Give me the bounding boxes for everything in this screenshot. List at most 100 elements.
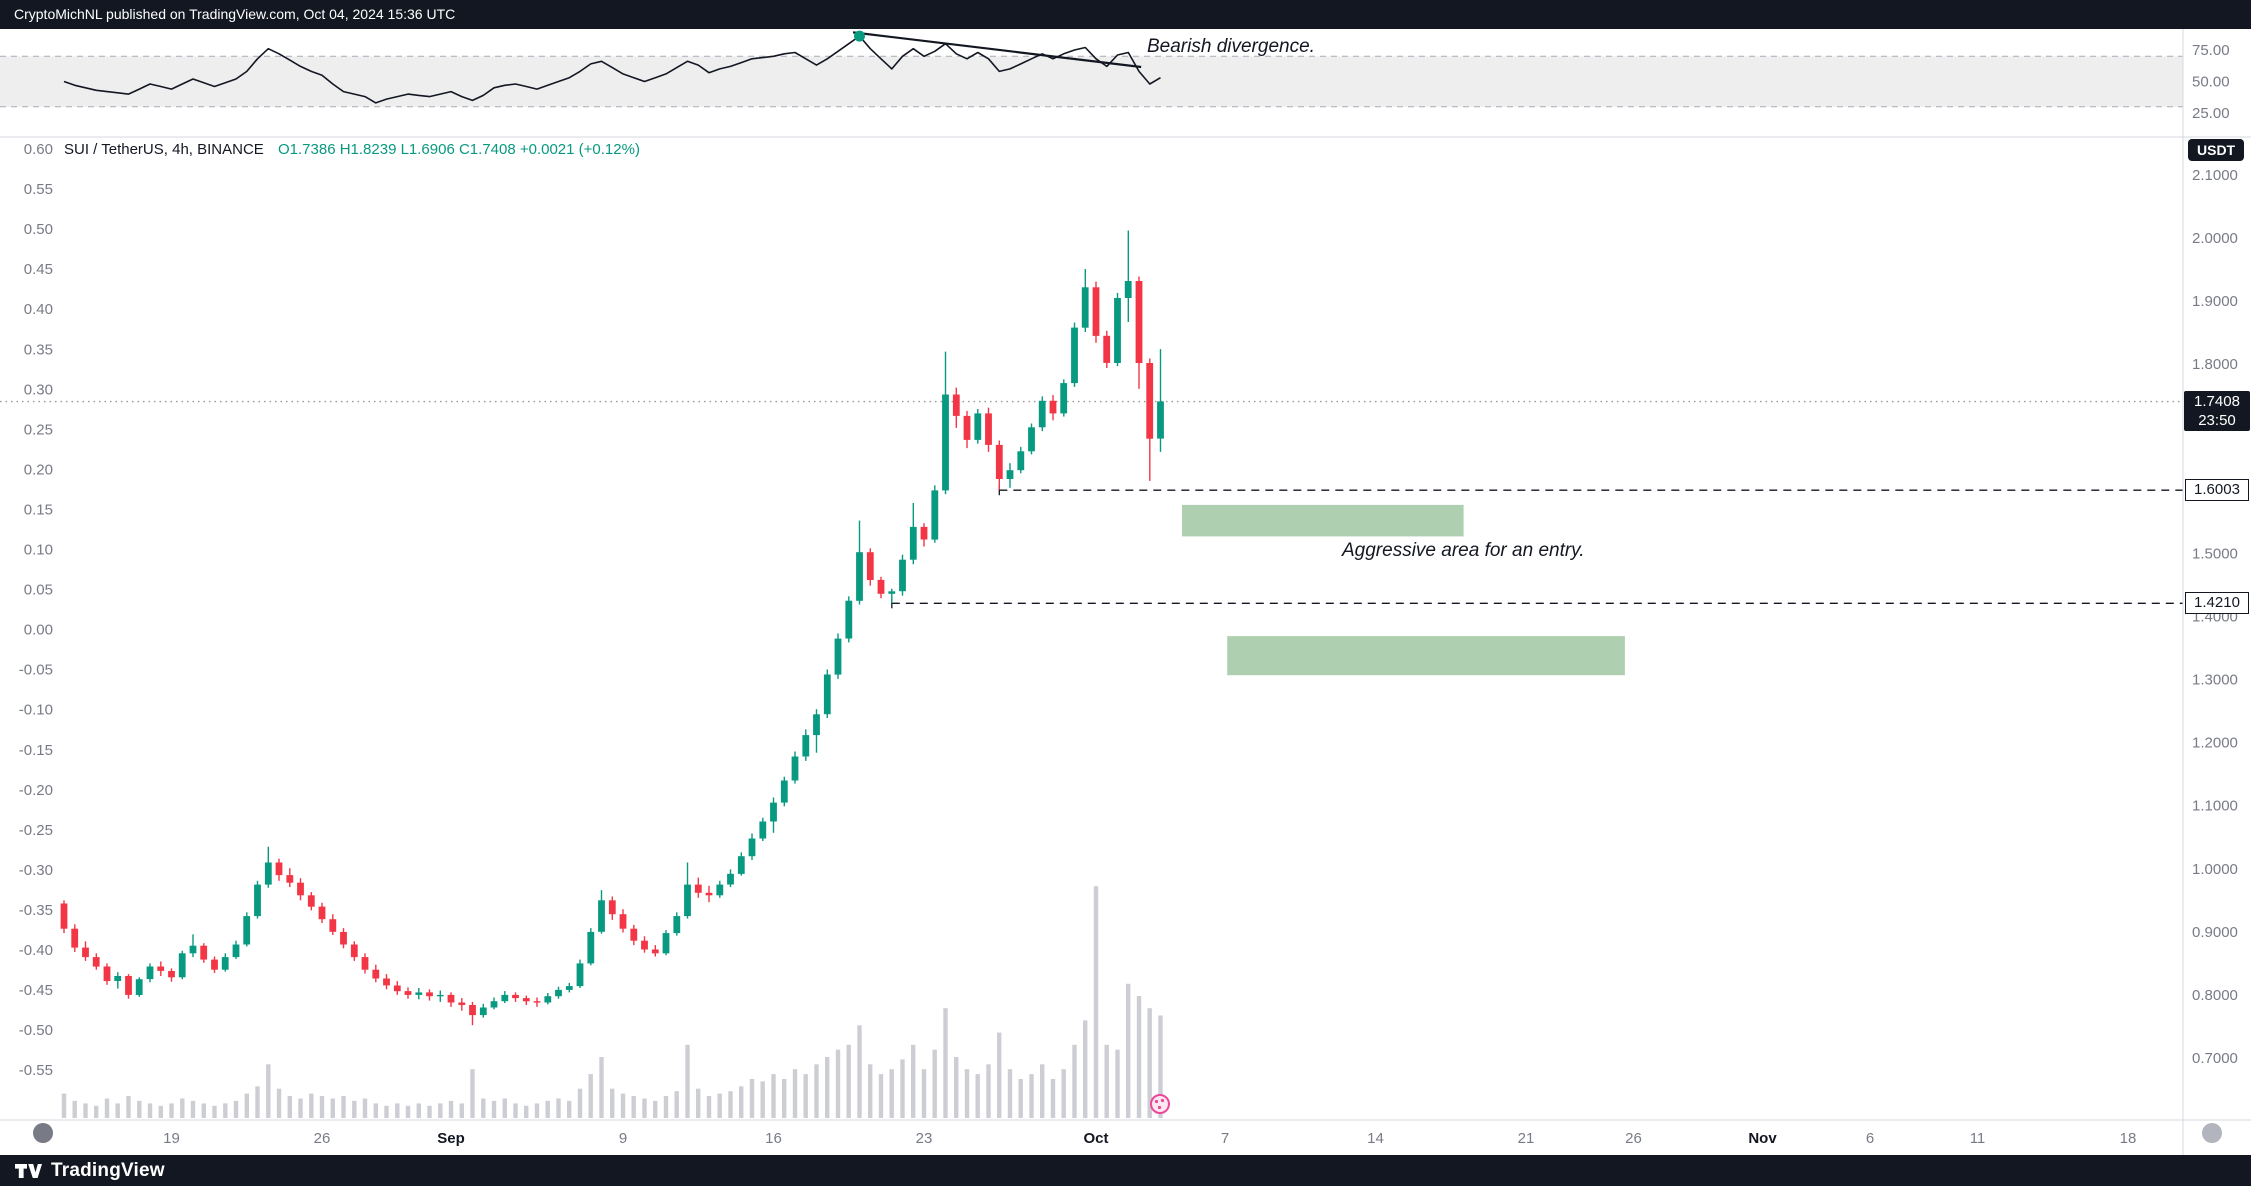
volume-bar: [115, 1103, 120, 1118]
volume-bar: [577, 1088, 583, 1118]
volume-bar: [169, 1103, 174, 1118]
price-scale-label: 1.0000: [2192, 861, 2238, 878]
volume-bar: [1093, 886, 1099, 1118]
candle-body: [1049, 400, 1057, 414]
candle-body: [598, 900, 605, 932]
time-scale-label: 19: [163, 1130, 180, 1147]
price-scale-label: 0.8000: [2192, 987, 2238, 1004]
entry-zone-box[interactable]: [1227, 636, 1625, 676]
candle-body: [82, 947, 89, 958]
volume-bar: [706, 1096, 712, 1118]
sticker-marker[interactable]: [1150, 1094, 1170, 1114]
candle-body: [178, 953, 186, 978]
candle-body: [490, 1001, 498, 1008]
attribution-bar: CryptoMichNL published on TradingView.co…: [0, 0, 2251, 29]
candle-body: [877, 579, 885, 594]
candle-body: [1092, 287, 1100, 336]
scroll-left-button[interactable]: [33, 1123, 53, 1143]
time-scale-label: Oct: [1083, 1130, 1108, 1147]
left-scale-label: 0.35: [24, 341, 53, 358]
left-scale-label: -0.25: [19, 822, 53, 839]
scroll-right-button[interactable]: [2202, 1123, 2222, 1143]
volume-bar: [416, 1103, 421, 1118]
right-price-scale[interactable]: 2.10002.00001.90001.80001.50001.40001.30…: [2182, 29, 2238, 1155]
price-level-label-1: 1.6003: [2185, 479, 2249, 501]
ohlc-values: O1.7386 H1.8239 L1.6906 C1.7408 +0.0021 …: [277, 141, 640, 158]
tradingview-logo-icon[interactable]: [14, 1161, 42, 1181]
volume-bar: [438, 1103, 443, 1118]
left-scale-label: 0.15: [24, 502, 53, 519]
candle-body: [1124, 281, 1132, 298]
tradingview-wordmark[interactable]: TradingView: [51, 1159, 165, 1181]
candle-body: [856, 552, 863, 601]
price-scale-label: 2.0000: [2192, 230, 2238, 247]
symbol-readout[interactable]: SUI / TetherUS, 4h, BINANCE O1.7386 H1.8…: [64, 141, 640, 158]
candle-body: [350, 944, 358, 958]
volume-bar: [717, 1093, 722, 1118]
left-scale[interactable]: 0.60 0.55 0.50 0.45 0.40 0.35 0.30 0.25 0.20 0.15…: [19, 141, 53, 1079]
candle-countdown: 23:50: [2198, 412, 2236, 429]
volume-bar: [889, 1069, 894, 1118]
time-scale-label: 26: [1625, 1130, 1642, 1147]
left-scale-label: -0.05: [19, 662, 53, 679]
entry-zones[interactable]: [1182, 504, 1625, 676]
volume-bar: [631, 1096, 636, 1118]
time-scale-label: 7: [1221, 1130, 1229, 1147]
candle-body: [211, 959, 218, 970]
volume-bar: [943, 1008, 948, 1118]
time-scale[interactable]: 19 26 Sep 9 16 23 Oct 7 14 21 26 Nov 6 11 18: [0, 1119, 2251, 1147]
rsi-scale-label: 75.00: [2192, 42, 2230, 59]
volume-bar: [986, 1064, 991, 1118]
sticker-dot: [1160, 1098, 1165, 1103]
candle-body: [340, 931, 347, 945]
candle-body: [748, 838, 756, 857]
candle-body: [974, 413, 982, 440]
price-scale-label: 0.7000: [2192, 1050, 2238, 1067]
candle-body: [920, 526, 928, 540]
chart-canvas[interactable]: 75.00 50.00 25.00 2.1000 2.0000 1.9000 1.8000 1…: [0, 0, 2251, 1155]
candle-body: [383, 978, 390, 986]
candle-body: [727, 873, 734, 885]
candle-body: [1071, 327, 1078, 384]
volume-bar: [674, 1091, 679, 1118]
volume-bar: [373, 1103, 378, 1118]
candle-body: [1103, 335, 1111, 363]
volume-bar: [94, 1105, 99, 1118]
volume-bar: [760, 1081, 765, 1118]
entry-zone-box[interactable]: [1182, 504, 1464, 537]
volume-bar: [1072, 1044, 1077, 1118]
candle-body: [125, 976, 132, 995]
volume-bar: [309, 1093, 314, 1118]
left-scale-label: 0.45: [24, 261, 53, 278]
price-scale-label: 1.1000: [2192, 798, 2238, 815]
volume-bar: [126, 1096, 131, 1118]
volume-bar: [964, 1069, 970, 1118]
volume-bar: [792, 1069, 798, 1118]
candle-body: [404, 991, 412, 995]
volume-bar: [287, 1096, 292, 1118]
candle-body: [544, 996, 552, 1003]
sticker-circle[interactable]: [1150, 1094, 1170, 1114]
candle-body: [716, 884, 724, 896]
candle-body: [1038, 400, 1046, 428]
sticker-dot: [1154, 1099, 1159, 1104]
candle-body: [587, 931, 595, 964]
left-scale-label: 0.10: [24, 542, 53, 559]
volume-bar: [72, 1100, 77, 1118]
candle-body: [1135, 281, 1143, 363]
candle-body: [1060, 383, 1068, 414]
candle-body: [759, 821, 767, 839]
divergence-trendline[interactable]: [852, 31, 1142, 69]
volume-bar: [653, 1100, 658, 1118]
volume-bar: [137, 1100, 142, 1118]
candle-body: [673, 916, 681, 934]
volume-bar: [459, 1103, 464, 1118]
volume-bar: [749, 1079, 755, 1118]
volume-bar: [1158, 1015, 1163, 1118]
entry-area-note[interactable]: Aggressive area for an entry.: [1342, 540, 1585, 561]
divergence-dot[interactable]: [854, 30, 865, 42]
bearish-divergence-note[interactable]: Bearish divergence.: [1147, 36, 1315, 57]
candle-body: [361, 957, 369, 970]
time-scale-label: 26: [314, 1130, 331, 1147]
time-scale-label: 6: [1866, 1130, 1874, 1147]
